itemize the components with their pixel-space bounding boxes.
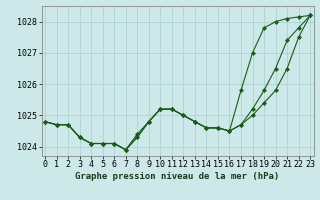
X-axis label: Graphe pression niveau de la mer (hPa): Graphe pression niveau de la mer (hPa) bbox=[76, 172, 280, 181]
